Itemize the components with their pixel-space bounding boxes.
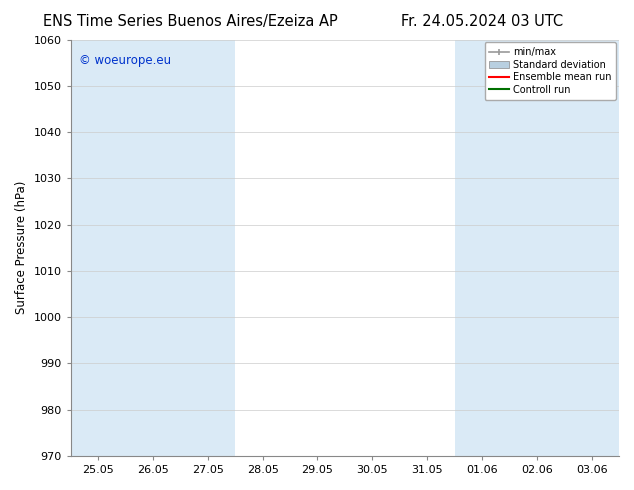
Bar — [564, 40, 619, 456]
Text: ENS Time Series Buenos Aires/Ezeiza AP: ENS Time Series Buenos Aires/Ezeiza AP — [43, 14, 337, 29]
Bar — [71, 40, 235, 456]
Y-axis label: Surface Pressure (hPa): Surface Pressure (hPa) — [15, 181, 28, 315]
Text: Fr. 24.05.2024 03 UTC: Fr. 24.05.2024 03 UTC — [401, 14, 563, 29]
Legend: min/max, Standard deviation, Ensemble mean run, Controll run: min/max, Standard deviation, Ensemble me… — [484, 43, 616, 99]
Bar — [455, 40, 564, 456]
Text: © woeurope.eu: © woeurope.eu — [79, 54, 171, 67]
